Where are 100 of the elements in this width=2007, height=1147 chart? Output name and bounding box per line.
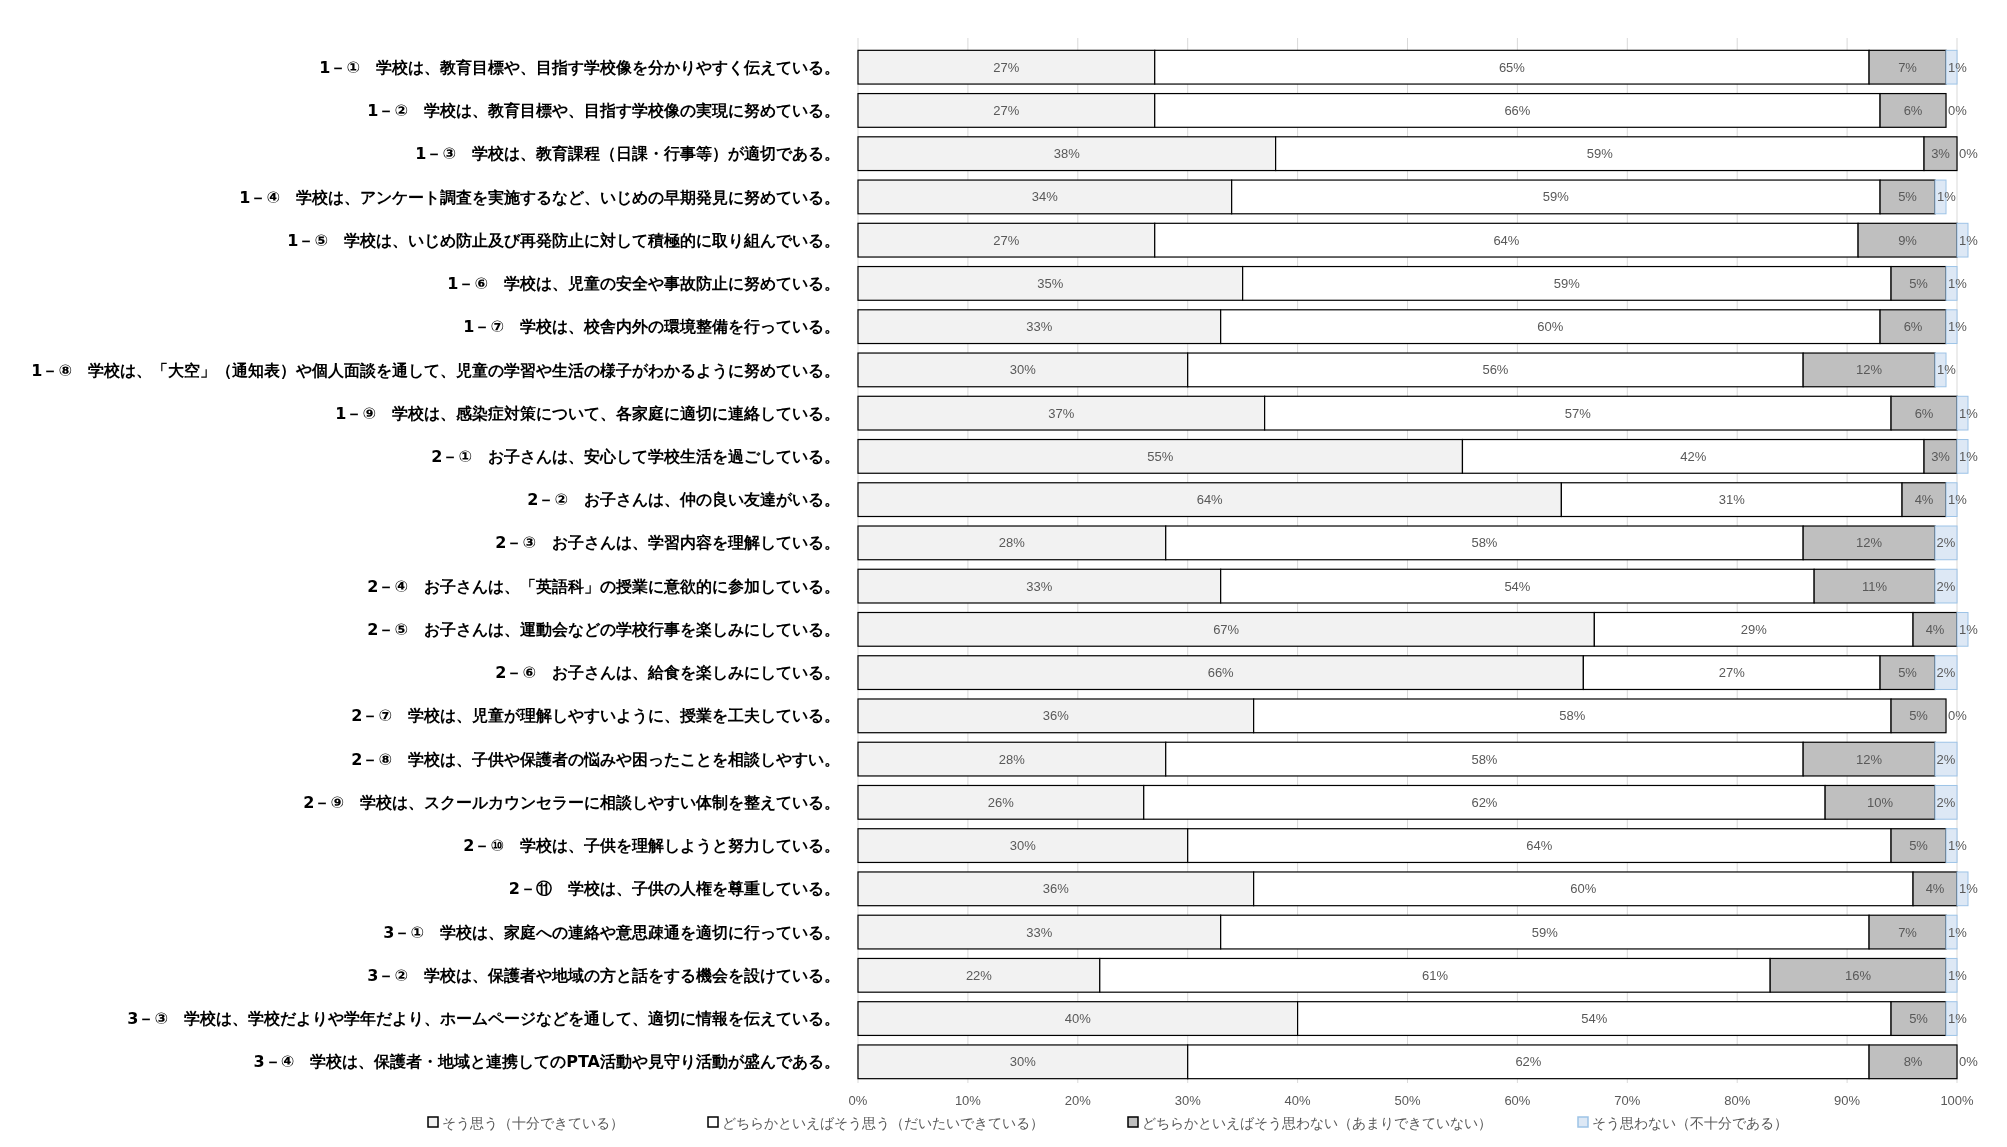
data-label: 56% (1482, 362, 1509, 378)
y-tick-label: 2－② お子さんは、仲の良い友達がいる。 (527, 490, 840, 510)
legend-label: そう思わない（不十分である） (1592, 1115, 1788, 1131)
data-label: 27% (1718, 665, 1746, 681)
data-label: 22% (965, 967, 993, 983)
data-label: 5% (1909, 275, 1929, 291)
data-label: 1% (1948, 967, 1968, 983)
bar (1934, 784, 1958, 820)
data-label: 7% (1898, 924, 1918, 940)
y-tick-label: 1－② 学校は、教育目標や、目指す学校像の実現に努めている。 (367, 101, 840, 121)
y-tick-label: 2－③ お子さんは、学習内容を理解している。 (495, 533, 840, 553)
y-tick-label: 3－④ 学校は、保護者・地域と連携してのPTA活動や見守り活動が盛んである。 (253, 1052, 840, 1072)
data-label: 59% (1531, 924, 1559, 940)
data-label: 4% (1925, 621, 1945, 637)
data-label: 30% (1009, 1054, 1037, 1070)
data-label: 30% (1009, 838, 1037, 854)
y-tick-label: 3－③ 学校は、学校だよりや学年だより、ホームページなどを通して、適切に情報を伝えている。 (127, 1009, 840, 1029)
data-label: 31% (1718, 492, 1746, 508)
data-label: 42% (1680, 448, 1707, 464)
data-label: 1% (1937, 362, 1957, 378)
data-label: 27% (993, 59, 1020, 75)
data-label: 12% (1856, 751, 1883, 767)
data-label: 7% (1898, 59, 1918, 75)
y-tick-label: 2－⑤ お子さんは、運動会などの学校行事を楽しみにしている。 (367, 619, 840, 639)
data-label: 60% (1537, 319, 1564, 335)
data-label: 11% (1862, 578, 1888, 594)
data-label: 54% (1581, 1011, 1608, 1027)
data-label: 10% (1867, 794, 1894, 810)
bar (1934, 525, 1958, 561)
data-label: 2% (1936, 578, 1956, 594)
data-label: 40% (1064, 1011, 1092, 1027)
data-label: 33% (1026, 578, 1053, 594)
data-label: 5% (1909, 1011, 1929, 1027)
data-label: 27% (993, 232, 1020, 248)
bar (1934, 655, 1958, 690)
data-label: 1% (1948, 319, 1968, 335)
data-label: 58% (1471, 751, 1498, 767)
data-label: 3% (1931, 448, 1951, 464)
data-label: 12% (1856, 362, 1883, 378)
data-label: 26% (987, 794, 1015, 810)
data-label: 8% (1903, 1054, 1923, 1070)
data-label: 6% (1914, 405, 1934, 421)
legend-label: どちらかといえばそう思わない（あまりできていない） (1142, 1115, 1492, 1131)
data-label: 36% (1042, 708, 1070, 724)
data-label: 38% (1053, 146, 1081, 162)
data-label: 64% (1493, 232, 1520, 248)
data-label: 35% (1037, 275, 1064, 291)
y-tick-label: 3－② 学校は、保護者や地域の方と話をする機会を設けている。 (367, 965, 840, 985)
data-label: 1% (1948, 492, 1968, 508)
x-tick-label: 30% (1174, 1093, 1202, 1108)
data-label: 3% (1931, 146, 1951, 162)
data-label: 9% (1898, 232, 1918, 248)
data-label: 5% (1909, 708, 1929, 724)
data-label: 28% (998, 535, 1026, 551)
data-label: 1% (1959, 881, 1979, 897)
data-label: 1% (1937, 189, 1957, 205)
data-label: 0% (1959, 146, 1979, 162)
data-label: 6% (1903, 102, 1923, 118)
data-label: 33% (1026, 319, 1053, 335)
y-tick-label: 1－③ 学校は、教育課程（日課・行事等）が適切である。 (415, 144, 840, 164)
data-label: 1% (1948, 275, 1968, 291)
legend-label: そう思う（十分できている） (442, 1115, 624, 1131)
y-tick-label: 2－⑥ お子さんは、給食を楽しみにしている。 (495, 663, 840, 683)
data-label: 30% (1009, 362, 1037, 378)
y-tick-label: 2－① お子さんは、安心して学校生活を過ごしている。 (431, 446, 840, 466)
data-label: 1% (1948, 59, 1968, 75)
data-label: 27% (993, 102, 1020, 118)
data-label: 54% (1504, 578, 1531, 594)
y-tick-label: 2－⑪ 学校は、子供の人権を尊重している。 (508, 879, 840, 899)
data-label: 60% (1570, 881, 1597, 897)
x-tick-label: 50% (1394, 1093, 1421, 1108)
data-label: 29% (1740, 621, 1768, 637)
data-label: 1% (1959, 448, 1979, 464)
data-label: 2% (1936, 535, 1956, 551)
data-label: 2% (1936, 665, 1956, 681)
x-tick-label: 10% (954, 1093, 982, 1108)
y-tick-label: 2－⑩ 学校は、子供を理解しようと努力している。 (463, 836, 840, 856)
y-tick-label: 2－⑧ 学校は、子供や保護者の悩みや困ったことを相談しやすい。 (351, 749, 840, 769)
data-label: 59% (1586, 146, 1614, 162)
data-label: 28% (998, 751, 1026, 767)
data-label: 2% (1936, 794, 1956, 810)
x-tick-label: 70% (1614, 1093, 1641, 1108)
data-label: 5% (1898, 189, 1918, 205)
data-label: 2% (1936, 751, 1956, 767)
y-tick-label: 3－① 学校は、家庭への連絡や意思疎通を適切に行っている。 (383, 922, 840, 942)
data-label: 0% (1948, 102, 1968, 118)
data-label: 59% (1542, 189, 1570, 205)
data-label: 1% (1959, 232, 1979, 248)
x-tick-label: 40% (1284, 1093, 1312, 1108)
legend-label: どちらかといえばそう思う（だいたいできている） (722, 1115, 1044, 1131)
data-label: 33% (1026, 924, 1053, 940)
data-label: 1% (1959, 405, 1979, 421)
data-label: 58% (1559, 708, 1586, 724)
data-label: 58% (1471, 535, 1498, 551)
y-tick-label: 2－④ お子さんは、「英語科」の授業に意欲的に参加している。 (367, 576, 840, 596)
data-label: 12% (1856, 535, 1883, 551)
data-label: 67% (1213, 621, 1240, 637)
y-tick-label: 1－⑧ 学校は、「大空」（通知表）や個人面談を通して、児童の学習や生活の様子がわかるように努めている。 (31, 360, 840, 380)
x-tick-label: 90% (1834, 1093, 1861, 1108)
x-tick-label: 80% (1724, 1093, 1751, 1108)
